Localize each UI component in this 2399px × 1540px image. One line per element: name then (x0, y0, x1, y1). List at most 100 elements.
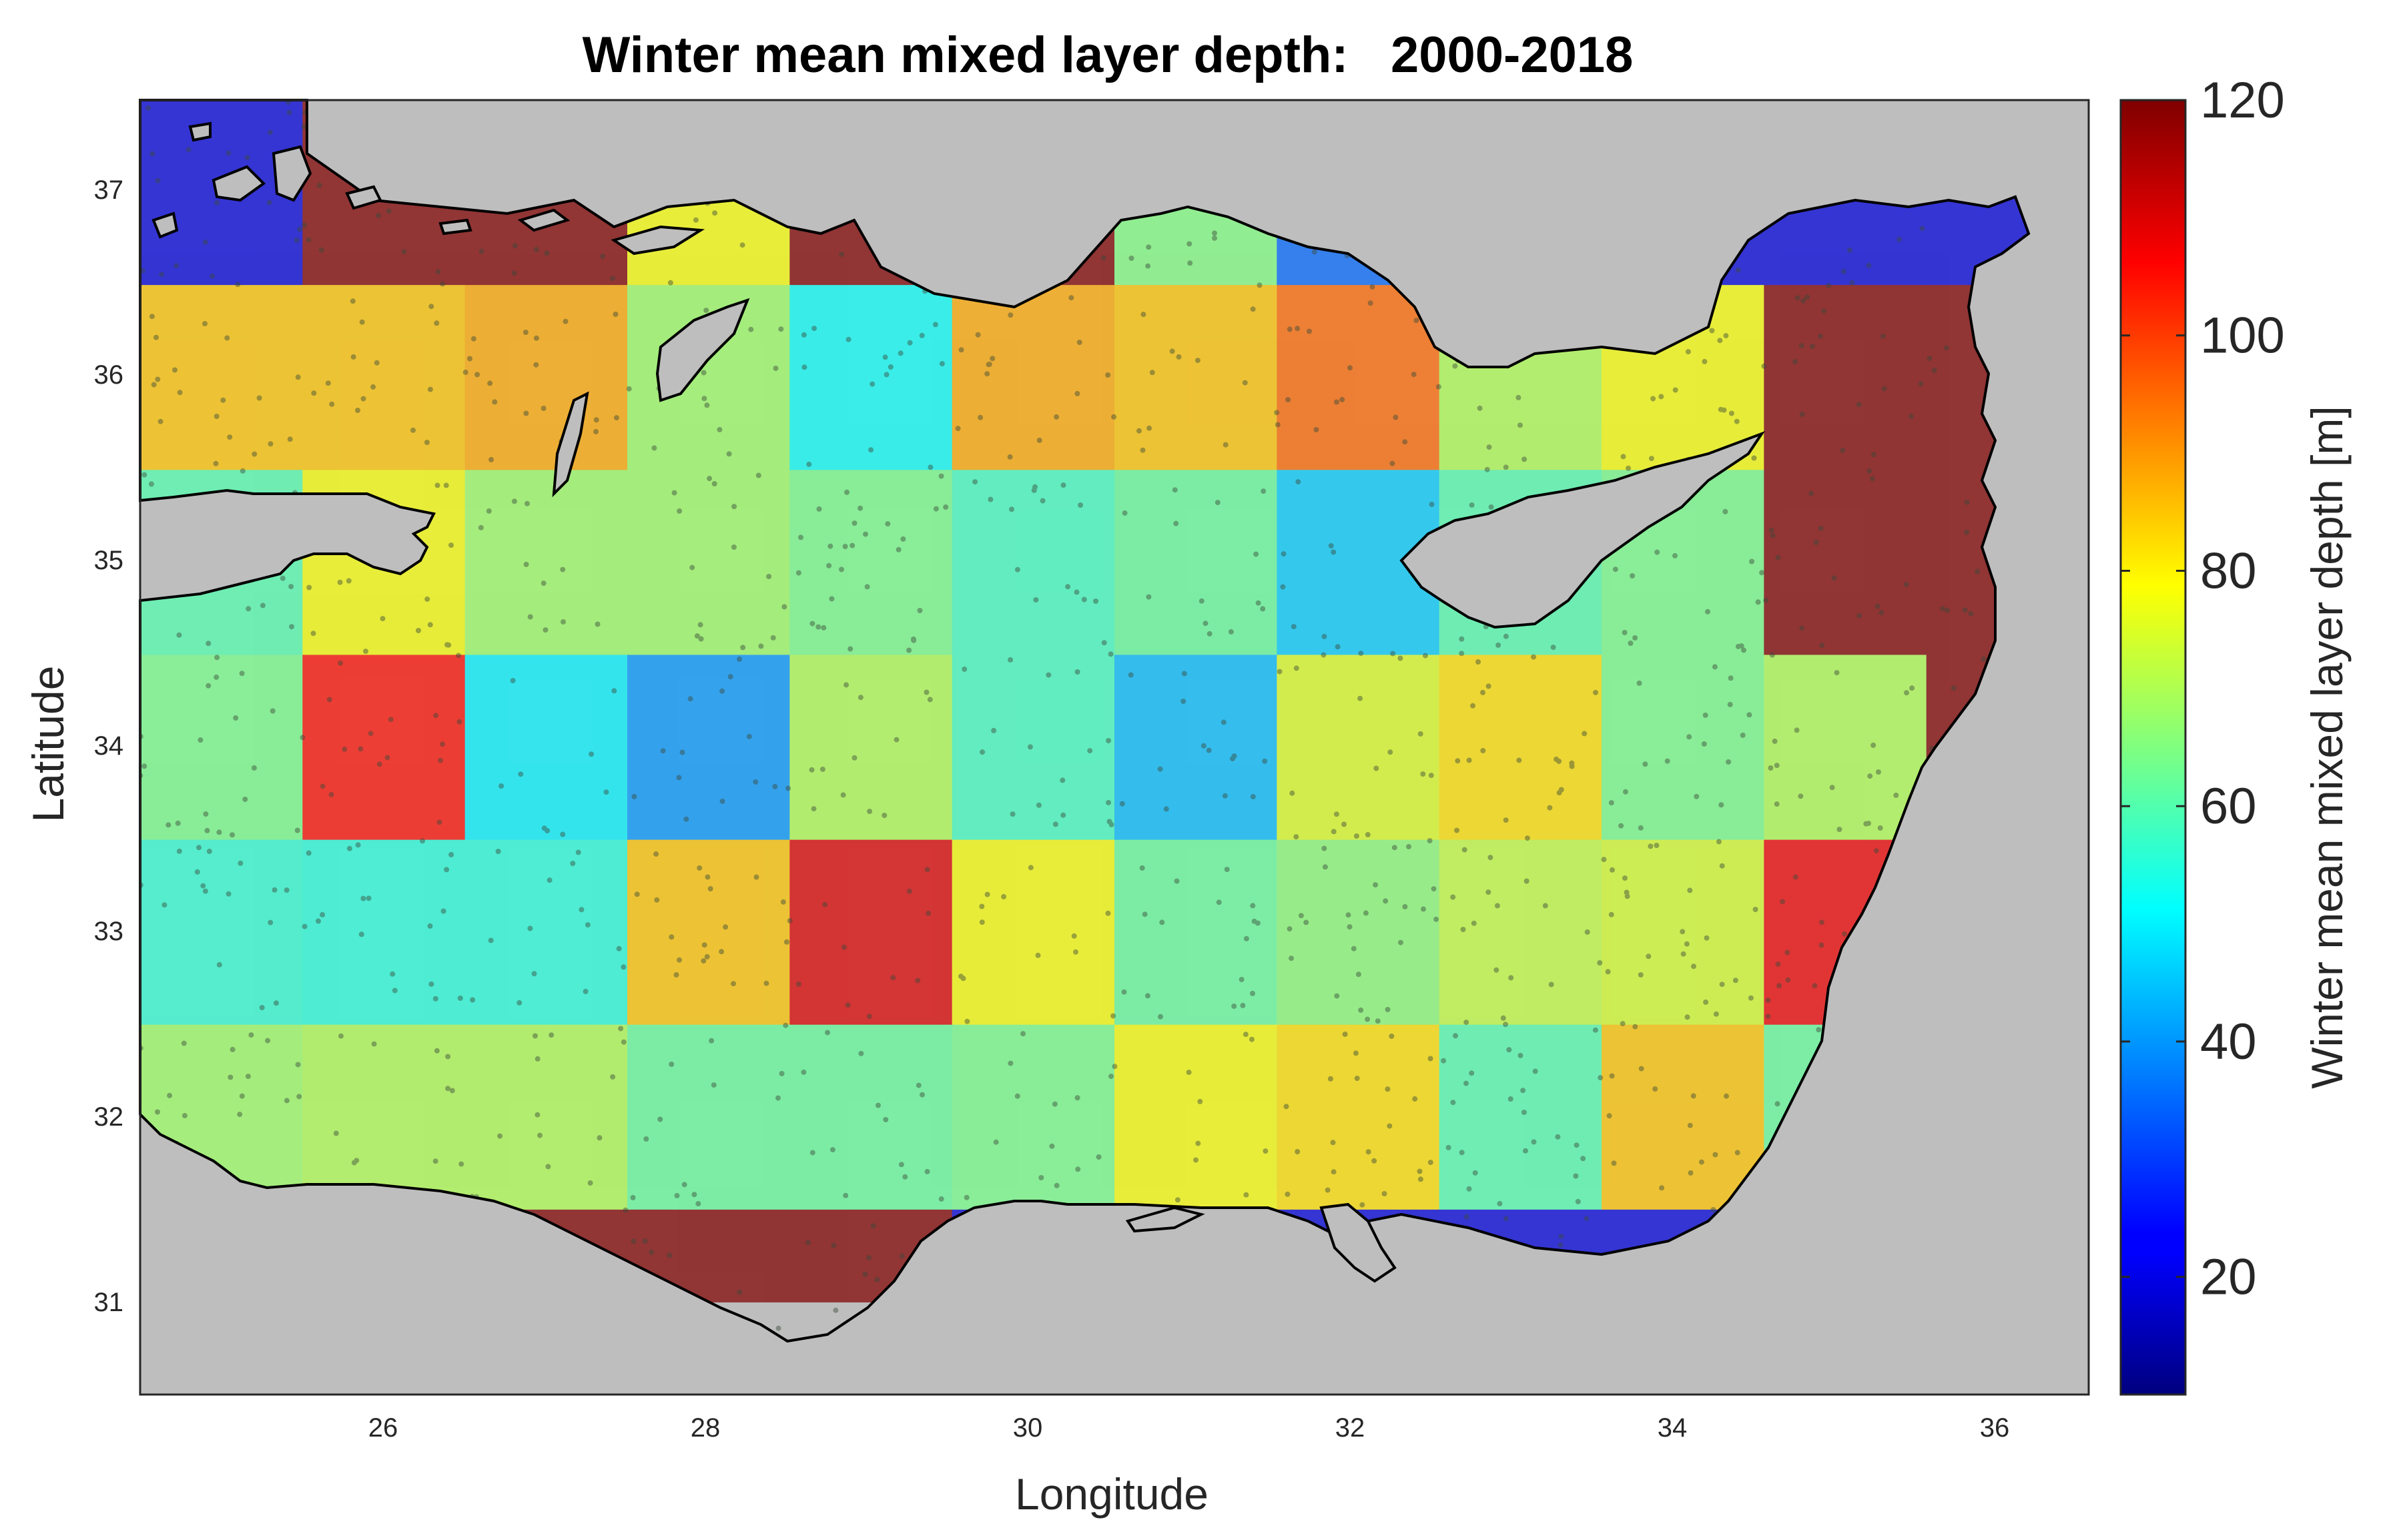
x-tick-label: 26 (368, 1413, 398, 1443)
float-profile-dot (543, 627, 549, 633)
colorbar: 20 40 60 80 100 120 Winter mean mixed layer d… (2119, 72, 2352, 1396)
float-profile-dot (1752, 907, 1758, 912)
float-profile-dot (1334, 993, 1340, 999)
float-profile-dot (260, 603, 266, 609)
float-profile-dot (611, 688, 617, 694)
float-profile-dot (1765, 998, 1771, 1003)
float-profile-dot (228, 1074, 234, 1080)
float-profile-dot (847, 646, 853, 652)
float-profile-dot (1531, 654, 1536, 660)
float-profile-dot (1455, 758, 1461, 764)
mld-grid-cell (1114, 655, 1277, 841)
float-profile-dot (1648, 843, 1654, 849)
float-profile-dot (1281, 551, 1287, 557)
float-profile-dot (267, 129, 273, 135)
float-profile-dot (1078, 502, 1084, 508)
mld-grid-cell (1114, 1024, 1277, 1210)
mld-grid-cell (140, 285, 303, 470)
float-profile-dot (1450, 894, 1456, 900)
float-profile-dot (295, 1062, 301, 1068)
float-profile-dot (535, 1056, 541, 1062)
float-profile-dot (1774, 763, 1780, 769)
float-profile-dot (772, 783, 778, 789)
float-profile-dot (809, 767, 815, 773)
float-profile-dot (924, 689, 930, 695)
float-profile-dot (440, 908, 446, 914)
aegean-island-4 (188, 121, 212, 142)
float-profile-dot (726, 451, 732, 457)
float-profile-dot (1919, 226, 1925, 232)
float-profile-dot (560, 566, 566, 572)
float-profile-dot (634, 891, 640, 897)
float-profile-dot (1001, 893, 1007, 899)
float-profile-dot (1774, 1101, 1780, 1107)
float-profile-dot (1285, 1191, 1291, 1197)
float-profile-dot (1060, 482, 1066, 488)
float-profile-dot (683, 816, 689, 822)
float-profile-dot (1169, 348, 1175, 354)
float-profile-dot (1741, 647, 1746, 653)
chart-title: Winter mean mixed layer depth: 2000-2018 (583, 27, 1634, 83)
float-profile-dot (1257, 282, 1263, 288)
float-profile-dot (374, 360, 380, 366)
mld-grid-cell (627, 839, 790, 1026)
float-profile-dot (898, 350, 904, 356)
float-profile-dot (1293, 665, 1299, 671)
float-profile-dot (182, 1113, 188, 1118)
float-profile-dot (153, 334, 159, 340)
float-profile-dot (1768, 765, 1774, 771)
float-profile-dot (885, 521, 891, 527)
float-profile-dot (902, 1174, 908, 1180)
float-profile-dot (1485, 683, 1491, 689)
float-profile-dot (1181, 671, 1187, 677)
float-profile-dot (174, 263, 180, 269)
float-profile-dot (333, 1130, 339, 1136)
float-profile-dot (775, 1095, 781, 1101)
float-profile-dot (533, 362, 539, 368)
float-profile-dot (1339, 396, 1345, 402)
float-profile-dot (1612, 566, 1618, 572)
float-profile-dot (1402, 439, 1408, 445)
float-profile-dot (1503, 817, 1509, 823)
float-profile-dot (384, 755, 390, 761)
float-profile-dot (766, 574, 772, 579)
float-profile-dot (687, 696, 693, 702)
float-profile-dot (1427, 1056, 1433, 1062)
float-profile-dot (436, 819, 442, 825)
float-profile-dot (642, 1238, 648, 1244)
mld-grid-cell (140, 655, 303, 841)
float-profile-dot (1128, 672, 1134, 678)
float-profile-dot (1867, 773, 1873, 779)
float-profile-dot (541, 581, 547, 587)
float-profile-dot (1487, 855, 1493, 861)
float-profile-dot (1255, 920, 1261, 926)
float-profile-dot (906, 647, 912, 653)
float-profile-dot (1684, 1014, 1690, 1020)
float-profile-dot (176, 848, 182, 854)
float-profile-dot (545, 1164, 551, 1170)
float-profile-dot (960, 976, 966, 982)
float-profile-dot (1687, 1122, 1693, 1128)
float-profile-dot (890, 975, 896, 981)
float-profile-dot (216, 961, 222, 968)
float-profile-dot (1291, 624, 1297, 630)
float-profile-dot (1702, 712, 1708, 718)
float-profile-dot (1759, 570, 1765, 576)
float-profile-dot (1321, 652, 1327, 658)
float-profile-dot (1212, 235, 1217, 241)
float-profile-dot (737, 1289, 743, 1295)
float-profile-dot (386, 208, 392, 214)
float-profile-dot (1624, 893, 1630, 899)
float-profile-dot (186, 147, 192, 153)
float-profile-dot (1287, 326, 1293, 332)
float-profile-dot (1369, 284, 1375, 290)
float-profile-dot (1508, 975, 1514, 981)
float-profile-dot (896, 546, 902, 552)
float-profile-dot (351, 1160, 357, 1166)
float-profile-dot (474, 372, 480, 378)
float-profile-dot (1076, 340, 1082, 346)
mld-grid-cell (1602, 839, 1764, 1026)
float-profile-dot (1031, 487, 1037, 493)
mld-grid-cell (789, 285, 953, 470)
float-profile-dot (938, 1196, 944, 1202)
